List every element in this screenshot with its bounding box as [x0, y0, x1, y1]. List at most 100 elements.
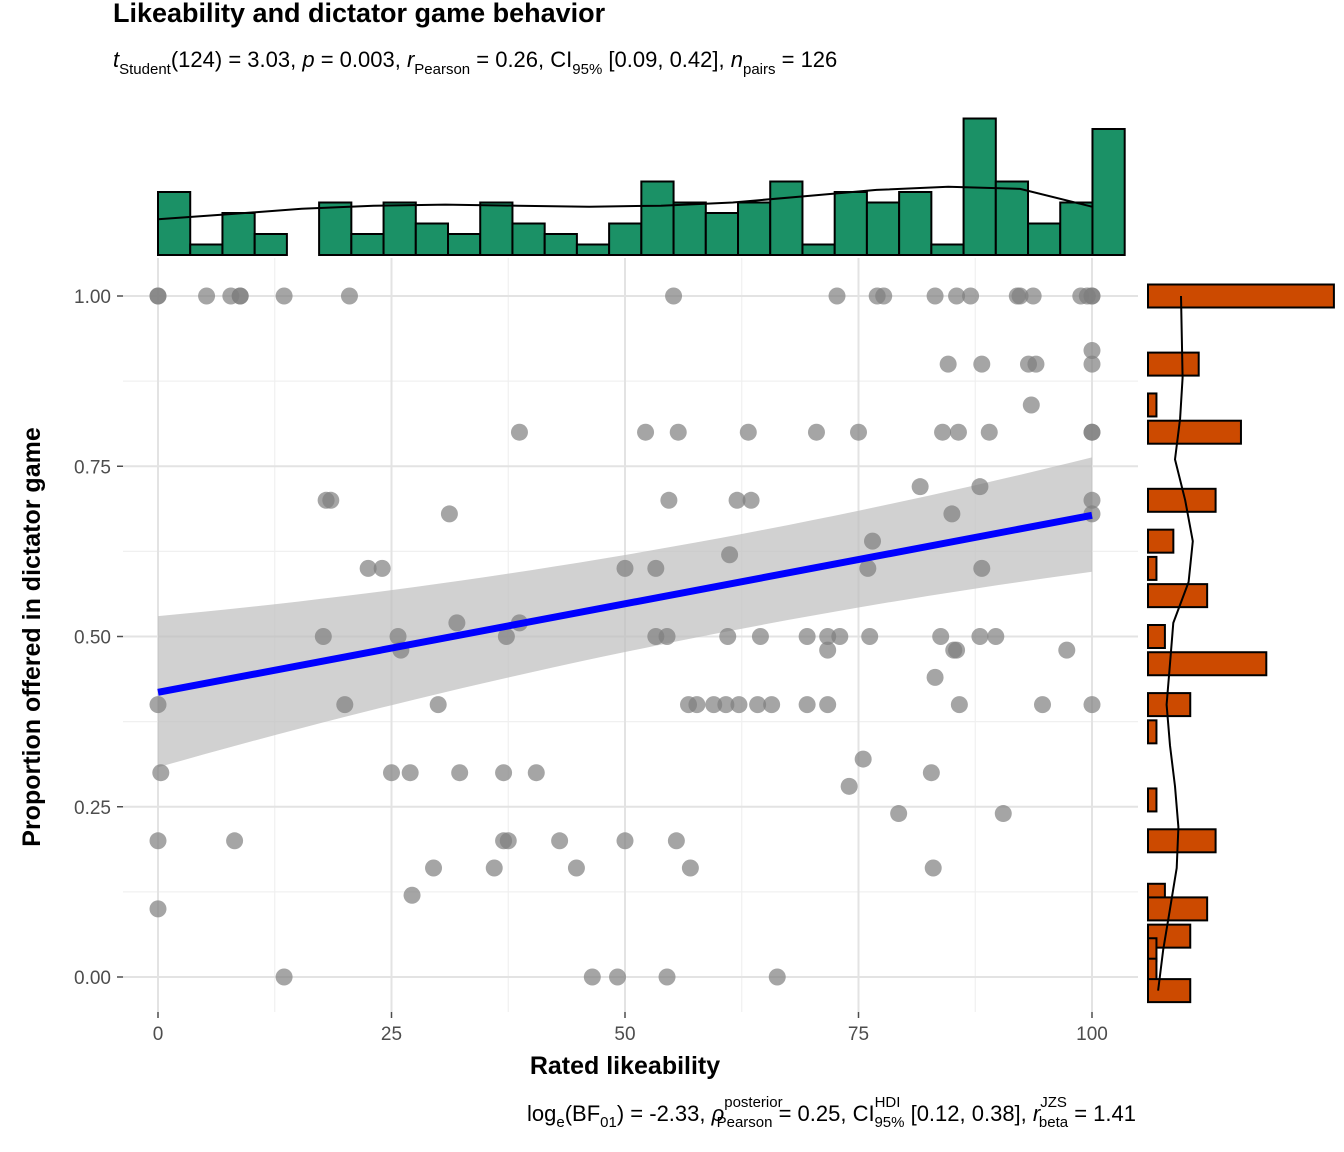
y-histogram-bar	[1147, 624, 1166, 649]
scatter-point	[949, 423, 967, 441]
x-histogram-bar	[318, 201, 353, 256]
scatter-point	[911, 478, 929, 496]
x-histogram-bar	[1059, 201, 1094, 256]
scatter-point	[551, 832, 569, 850]
scatter-point	[499, 832, 517, 850]
scatter-point	[401, 764, 419, 782]
y-histogram-bar	[1147, 923, 1192, 949]
regression-fit-line	[157, 511, 1093, 696]
y-histogram-bar	[1147, 978, 1192, 1004]
scatter-point	[943, 505, 961, 523]
y-histogram-bar	[1147, 528, 1175, 554]
x-histogram-bar	[769, 180, 804, 256]
scatter-point	[609, 968, 627, 986]
y-axis-ticks: 0.00 0.25 0.50 0.75 1.00	[74, 287, 123, 989]
y-histogram-bar	[1147, 651, 1268, 677]
scatter-point	[688, 696, 706, 714]
scatter-point	[819, 628, 837, 645]
x-histogram-bar	[737, 201, 772, 256]
scatter-point	[840, 777, 858, 795]
x-histogram-bar	[801, 243, 836, 256]
scatter-point	[1033, 696, 1051, 714]
x-tick-label: 25	[381, 1024, 402, 1045]
y-histogram-bar	[1147, 487, 1217, 513]
scatter-point	[373, 559, 391, 577]
scatter-point	[924, 859, 942, 877]
x-histogram-bar	[414, 222, 450, 256]
scatter-point	[231, 287, 249, 305]
scatter-point	[926, 668, 944, 686]
scatter-point	[831, 628, 849, 645]
scatter-point	[859, 559, 877, 577]
scatter-point	[1083, 423, 1101, 441]
y-marginal-histogram	[1147, 283, 1335, 1004]
chart-subtitle: tStudent(124) = 3.03, p = 0.003, rPearso…	[113, 47, 837, 78]
chart-title: Likeability and dictator game behavior	[113, 0, 606, 28]
x-density-curve	[157, 185, 1093, 221]
scatter-point	[669, 423, 687, 441]
x-tick-label: 0	[153, 1024, 164, 1045]
scatter-point	[340, 287, 358, 305]
y-histogram-bar	[1147, 896, 1209, 922]
scatter-point	[994, 805, 1012, 823]
confidence-band	[158, 457, 1092, 768]
x-tick-label: 50	[614, 1024, 635, 1045]
scatter-point	[973, 559, 991, 577]
scatter-point	[987, 628, 1005, 645]
scatter-point	[768, 968, 786, 986]
scatter-point	[819, 696, 837, 714]
y-tick-label: 0.25	[74, 798, 111, 819]
y-histogram-bar	[1147, 555, 1158, 581]
scatter-point	[383, 764, 400, 782]
scatter-point	[875, 287, 893, 305]
scatter-point	[451, 764, 469, 782]
scatter-point	[807, 423, 825, 441]
x-histogram-bar	[1091, 128, 1126, 256]
y-density-curve	[1157, 295, 1194, 991]
scatter-point	[971, 478, 989, 496]
scatter-point	[819, 641, 837, 659]
scatter-point	[665, 287, 683, 305]
scatter-point	[616, 559, 634, 577]
scatter-point	[763, 696, 781, 714]
x-histogram-bar	[608, 222, 643, 256]
scatter-point	[890, 805, 908, 823]
scatter-point	[429, 696, 447, 714]
scatter-point	[705, 696, 723, 714]
scatter-point	[854, 750, 872, 768]
scatter-point	[971, 628, 989, 645]
y-histogram-bar	[1147, 692, 1192, 718]
scatter-point	[798, 696, 816, 714]
scatter-point	[828, 287, 846, 305]
scatter-point	[389, 628, 407, 645]
x-tick-label: 100	[1076, 1024, 1108, 1045]
y-histogram-bar	[1147, 583, 1209, 609]
x-histogram-bar	[221, 212, 256, 256]
x-axis-ticks: 0 25 50 75 100	[153, 1012, 1108, 1045]
scatter-points	[149, 287, 1101, 986]
scatter-point	[798, 628, 816, 645]
x-histogram-bar	[479, 201, 514, 256]
scatter-point	[359, 559, 377, 577]
scatter-point	[149, 287, 167, 305]
scatter-point	[336, 696, 354, 714]
x-histogram-bar	[833, 191, 868, 256]
scatter-point	[1027, 355, 1045, 373]
scatter-point	[403, 886, 421, 904]
scatter-point	[681, 859, 699, 877]
scatter-point	[980, 423, 998, 441]
y-histogram-bar	[1147, 787, 1158, 813]
x-histogram-bar	[189, 243, 224, 256]
scatter-point	[934, 423, 952, 441]
x-histogram-bar	[511, 222, 546, 256]
x-histogram-bar	[898, 191, 933, 256]
x-histogram-bar	[994, 180, 1030, 256]
scatter-point	[1083, 355, 1101, 373]
scatter-point	[962, 287, 980, 305]
scatter-point	[751, 628, 769, 645]
scatter-point	[730, 696, 748, 714]
scatter-point	[198, 287, 216, 305]
y-axis-title: Proportion offered in dictator game	[18, 427, 46, 847]
scatter-point	[149, 696, 167, 714]
